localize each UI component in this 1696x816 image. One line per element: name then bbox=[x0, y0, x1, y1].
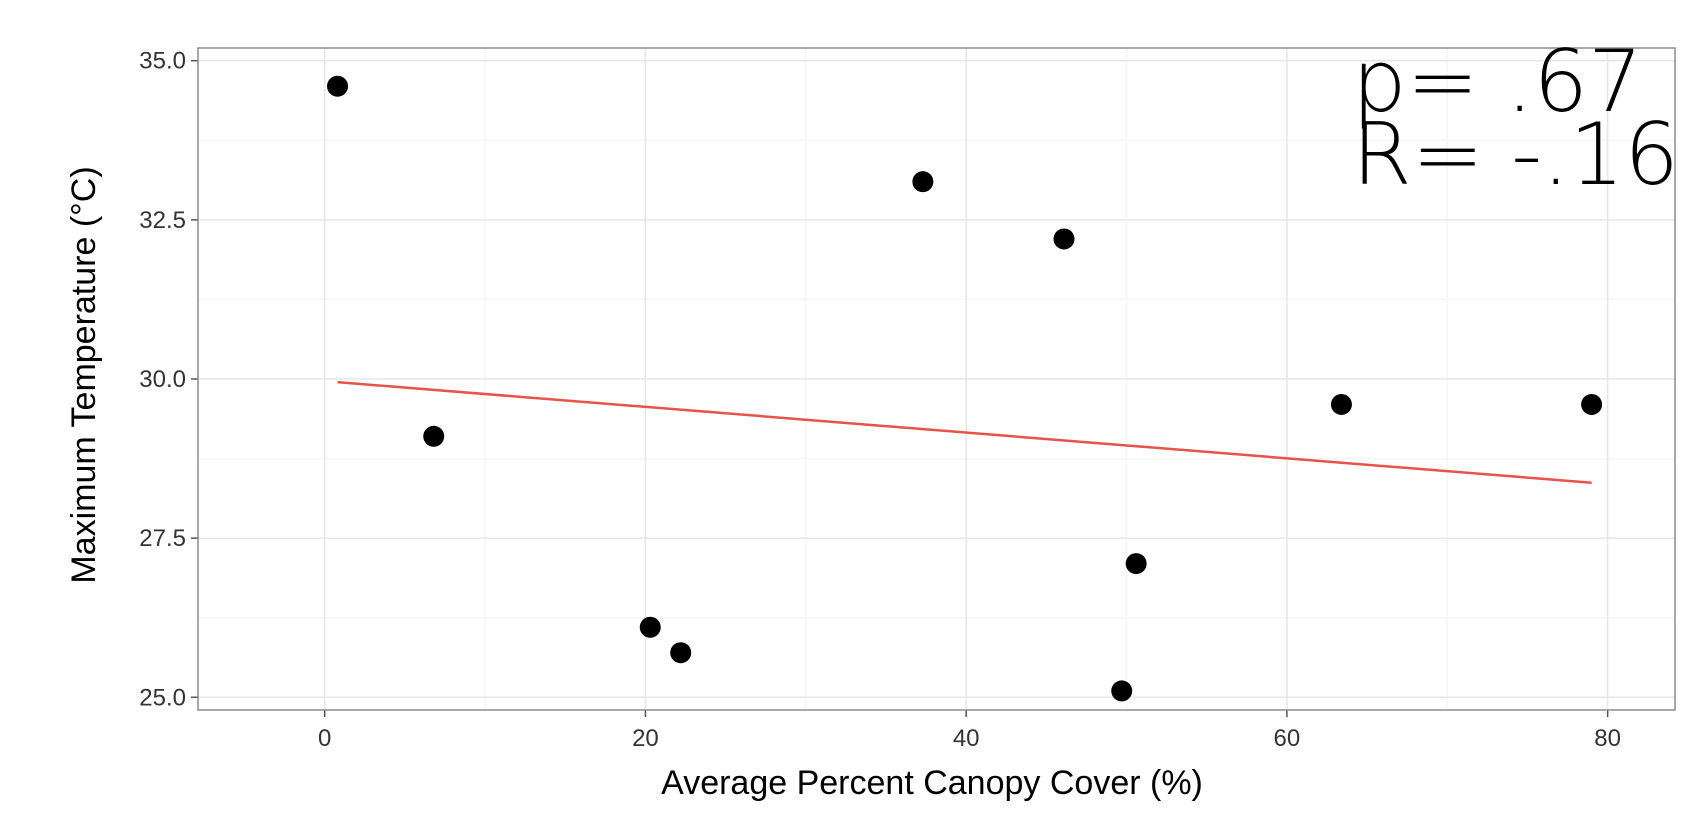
p-value-annotation: p= .67 bbox=[1352, 32, 1643, 132]
x-axis-title: Average Percent Canopy Cover (%) bbox=[661, 764, 1203, 802]
major-gridlines bbox=[198, 48, 1675, 710]
data-points bbox=[327, 75, 1603, 702]
y-tick-label: 27.5 bbox=[139, 525, 186, 552]
regression-line bbox=[337, 380, 1592, 485]
data-point bbox=[423, 425, 445, 447]
y-tick-label: 35.0 bbox=[139, 48, 186, 75]
y-tick-label: 30.0 bbox=[139, 366, 186, 393]
plot-border bbox=[197, 47, 1676, 711]
y-axis-tick-labels: 25.0 27.5 30.0 32.5 35.0 bbox=[139, 48, 186, 712]
y-tick-label: 32.5 bbox=[139, 207, 186, 234]
y-tick-label: 25.0 bbox=[139, 684, 186, 711]
axis-ticks bbox=[191, 59, 1609, 717]
data-point bbox=[670, 642, 692, 664]
x-axis-tick-labels: 0 20 40 60 80 bbox=[318, 725, 1621, 752]
data-point bbox=[1125, 553, 1147, 575]
r-value-annotation: R= -.16 bbox=[1352, 105, 1679, 205]
x-tick-label: 0 bbox=[318, 725, 331, 752]
x-tick-label: 40 bbox=[953, 725, 980, 752]
x-tick-label: 80 bbox=[1594, 725, 1621, 752]
data-point bbox=[912, 171, 934, 193]
data-point bbox=[639, 616, 661, 638]
data-point bbox=[327, 75, 349, 97]
data-point bbox=[1111, 680, 1133, 702]
x-tick-label: 60 bbox=[1274, 725, 1301, 752]
data-point bbox=[1330, 393, 1352, 415]
y-axis-title: Maximum Temperature (°C) bbox=[65, 166, 103, 583]
data-point bbox=[1581, 393, 1603, 415]
data-point bbox=[1053, 228, 1075, 250]
x-tick-label: 20 bbox=[632, 725, 659, 752]
